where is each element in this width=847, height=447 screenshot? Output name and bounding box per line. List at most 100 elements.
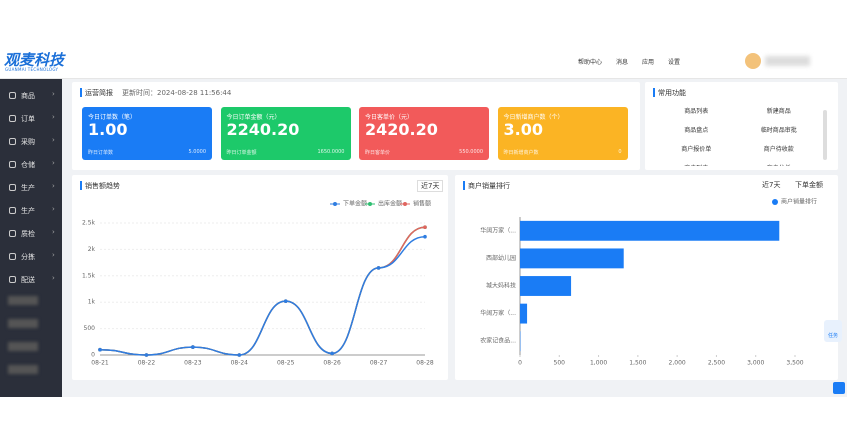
bar xyxy=(520,248,624,269)
point xyxy=(423,225,427,230)
stat-card[interactable]: 今日订单数（笔） 1.00 昨日订单数 5.0000 xyxy=(82,107,212,160)
card-label: 今日订单金额（元） xyxy=(226,114,281,121)
x-tick-label: 1,500 xyxy=(629,360,646,367)
header: 观麦科技 GUANMAI TECHNOLOGY 帮助中心 消息 应用 设置 xyxy=(0,45,847,79)
point xyxy=(376,266,381,270)
function-item[interactable]: 商品列表 xyxy=(684,108,709,115)
menu-label: 生产 xyxy=(21,207,35,215)
logo-sub: GUANMAI TECHNOLOGY xyxy=(5,67,59,72)
menu-icon xyxy=(9,253,16,260)
blurred-item xyxy=(8,319,38,328)
menu-label: 配送 xyxy=(21,276,35,284)
menu-label: 质检 xyxy=(21,230,35,238)
legend-dot xyxy=(368,202,372,206)
menu-item[interactable]: 订单 › xyxy=(0,112,62,126)
x-tick-label: 2,000 xyxy=(669,360,686,367)
point xyxy=(423,234,427,239)
point xyxy=(98,347,102,352)
menu-arrow: › xyxy=(52,228,55,236)
x-tick-label: 2,500 xyxy=(708,360,725,367)
x-tick-label: 08-23 xyxy=(184,360,202,367)
function-item[interactable]: 商户待收款 xyxy=(763,146,794,153)
card-value: 1.00 xyxy=(88,120,128,139)
card-sub-label: 昨日订单金额 xyxy=(226,150,257,156)
series-line xyxy=(99,226,426,356)
bar-panel: 商户销量排行 近7天 下单金额 0 500 1,000 1,500 2,000 2,500… xyxy=(455,175,838,380)
task-button[interactable]: 任务 xyxy=(824,320,842,342)
line-panel: 销售额趋势 近7天 0 500 1k 1.5k 2k 2.5k 08-21 08-22 08-2… xyxy=(72,175,448,380)
legend-dot xyxy=(772,199,778,205)
nav-item[interactable]: 应用 xyxy=(642,59,655,66)
metric-select[interactable]: 下单金额 xyxy=(795,181,823,189)
point xyxy=(330,351,334,356)
line-chart: 0 500 1k 1.5k 2k 2.5k 08-21 08-22 08-23 08-24 08-2… xyxy=(82,200,434,367)
function-item[interactable]: 新建商品 xyxy=(766,108,791,115)
nav-item[interactable]: 消息 xyxy=(616,59,629,66)
menu-icon xyxy=(9,115,16,122)
function-item[interactable]: 临时商品审批 xyxy=(760,127,797,134)
card-value: 2420.20 xyxy=(365,120,438,139)
stat-card[interactable]: 今日客单价（元） 2420.20 昨日客单价 550.0000 xyxy=(359,107,489,160)
sidebar: 商品 › 订单 › 采购 › 仓储 › 生产 › 生产 › 质检 › 分拣 › 配送 › xyxy=(0,79,62,397)
menu-item[interactable]: 仓储 › xyxy=(0,158,62,172)
blurred-item xyxy=(8,342,38,351)
function-item[interactable]: 商户列表 xyxy=(655,163,738,166)
menu-icon xyxy=(9,138,16,145)
menu-icon xyxy=(9,92,16,99)
menu-label: 仓储 xyxy=(21,161,35,169)
function-item[interactable]: 商品盘点 xyxy=(684,127,709,134)
menu-icon xyxy=(9,230,16,237)
x-tick-label: 3,500 xyxy=(786,360,803,367)
menu-item[interactable]: 商品 › xyxy=(0,89,62,103)
card-label: 今日订单数（笔） xyxy=(88,114,137,121)
menu-label: 采购 xyxy=(21,138,35,146)
bar-chart: 0 500 1,000 1,500 2,000 2,500 3,000 3,500 商户销量排行… xyxy=(480,198,817,367)
nav-item[interactable]: 设置 xyxy=(668,59,681,66)
y-tick-label: 西部幼儿园 xyxy=(486,254,516,262)
avatar[interactable] xyxy=(745,53,761,69)
menu-arrow: › xyxy=(52,159,55,167)
card-sub-label: 昨日订单数 xyxy=(88,150,114,156)
range-select[interactable]: 近7天 xyxy=(417,180,444,192)
card-sub-value: 550.0000 xyxy=(459,149,483,155)
card-sub-value: 0 xyxy=(618,149,622,155)
function-item[interactable]: 商户报价单 xyxy=(681,146,712,153)
x-tick-label: 08-24 xyxy=(231,360,249,367)
functions-title: 常用功能 xyxy=(658,89,686,97)
point xyxy=(144,353,149,357)
menu-icon xyxy=(9,161,16,168)
stat-card[interactable]: 今日订单金额（元） 2240.20 昨日订单金额 1650.0000 xyxy=(220,107,351,160)
menu-arrow: › xyxy=(52,251,55,259)
menu-item[interactable]: 分拣 › xyxy=(0,250,62,264)
card-sub-value: 5.0000 xyxy=(188,149,207,155)
help-button[interactable] xyxy=(833,382,845,394)
point xyxy=(191,345,195,349)
series-line xyxy=(99,235,426,356)
nav: 帮助中心 消息 应用 设置 xyxy=(578,57,680,66)
x-tick-label: 1,000 xyxy=(590,360,607,367)
y-tick-label: 1.5k xyxy=(82,272,96,279)
menu-item[interactable]: 采购 › xyxy=(0,135,62,149)
updated: 更新时间：2024-08-28 11:56:44 xyxy=(122,89,232,97)
legend-dot xyxy=(403,202,407,206)
menu-item[interactable]: 质检 › xyxy=(0,227,62,241)
menu-arrow: › xyxy=(52,113,55,121)
y-tick-label: 城大妈科技 xyxy=(486,282,516,290)
menu-item[interactable]: 配送 › xyxy=(0,273,62,287)
menu-item[interactable]: 生产 › xyxy=(0,204,62,218)
menu-icon xyxy=(9,207,16,214)
stat-card[interactable]: 今日新增商户数（个） 3.00 昨日新增商户数 0 xyxy=(497,107,628,160)
menu-icon xyxy=(9,184,16,191)
nav-item[interactable]: 帮助中心 xyxy=(578,59,603,66)
line-title: 销售额趋势 xyxy=(85,182,120,190)
range-select[interactable]: 近7天 xyxy=(762,181,781,189)
blurred-item xyxy=(8,365,38,374)
function-item[interactable]: 商户分析 xyxy=(738,163,821,166)
bar-title: 商户销量排行 xyxy=(468,182,510,190)
menu-item[interactable]: 生产 › xyxy=(0,181,62,195)
user-name xyxy=(765,56,810,66)
x-tick-label: 500 xyxy=(554,360,566,367)
legend-label: 出库金额 xyxy=(378,200,402,208)
